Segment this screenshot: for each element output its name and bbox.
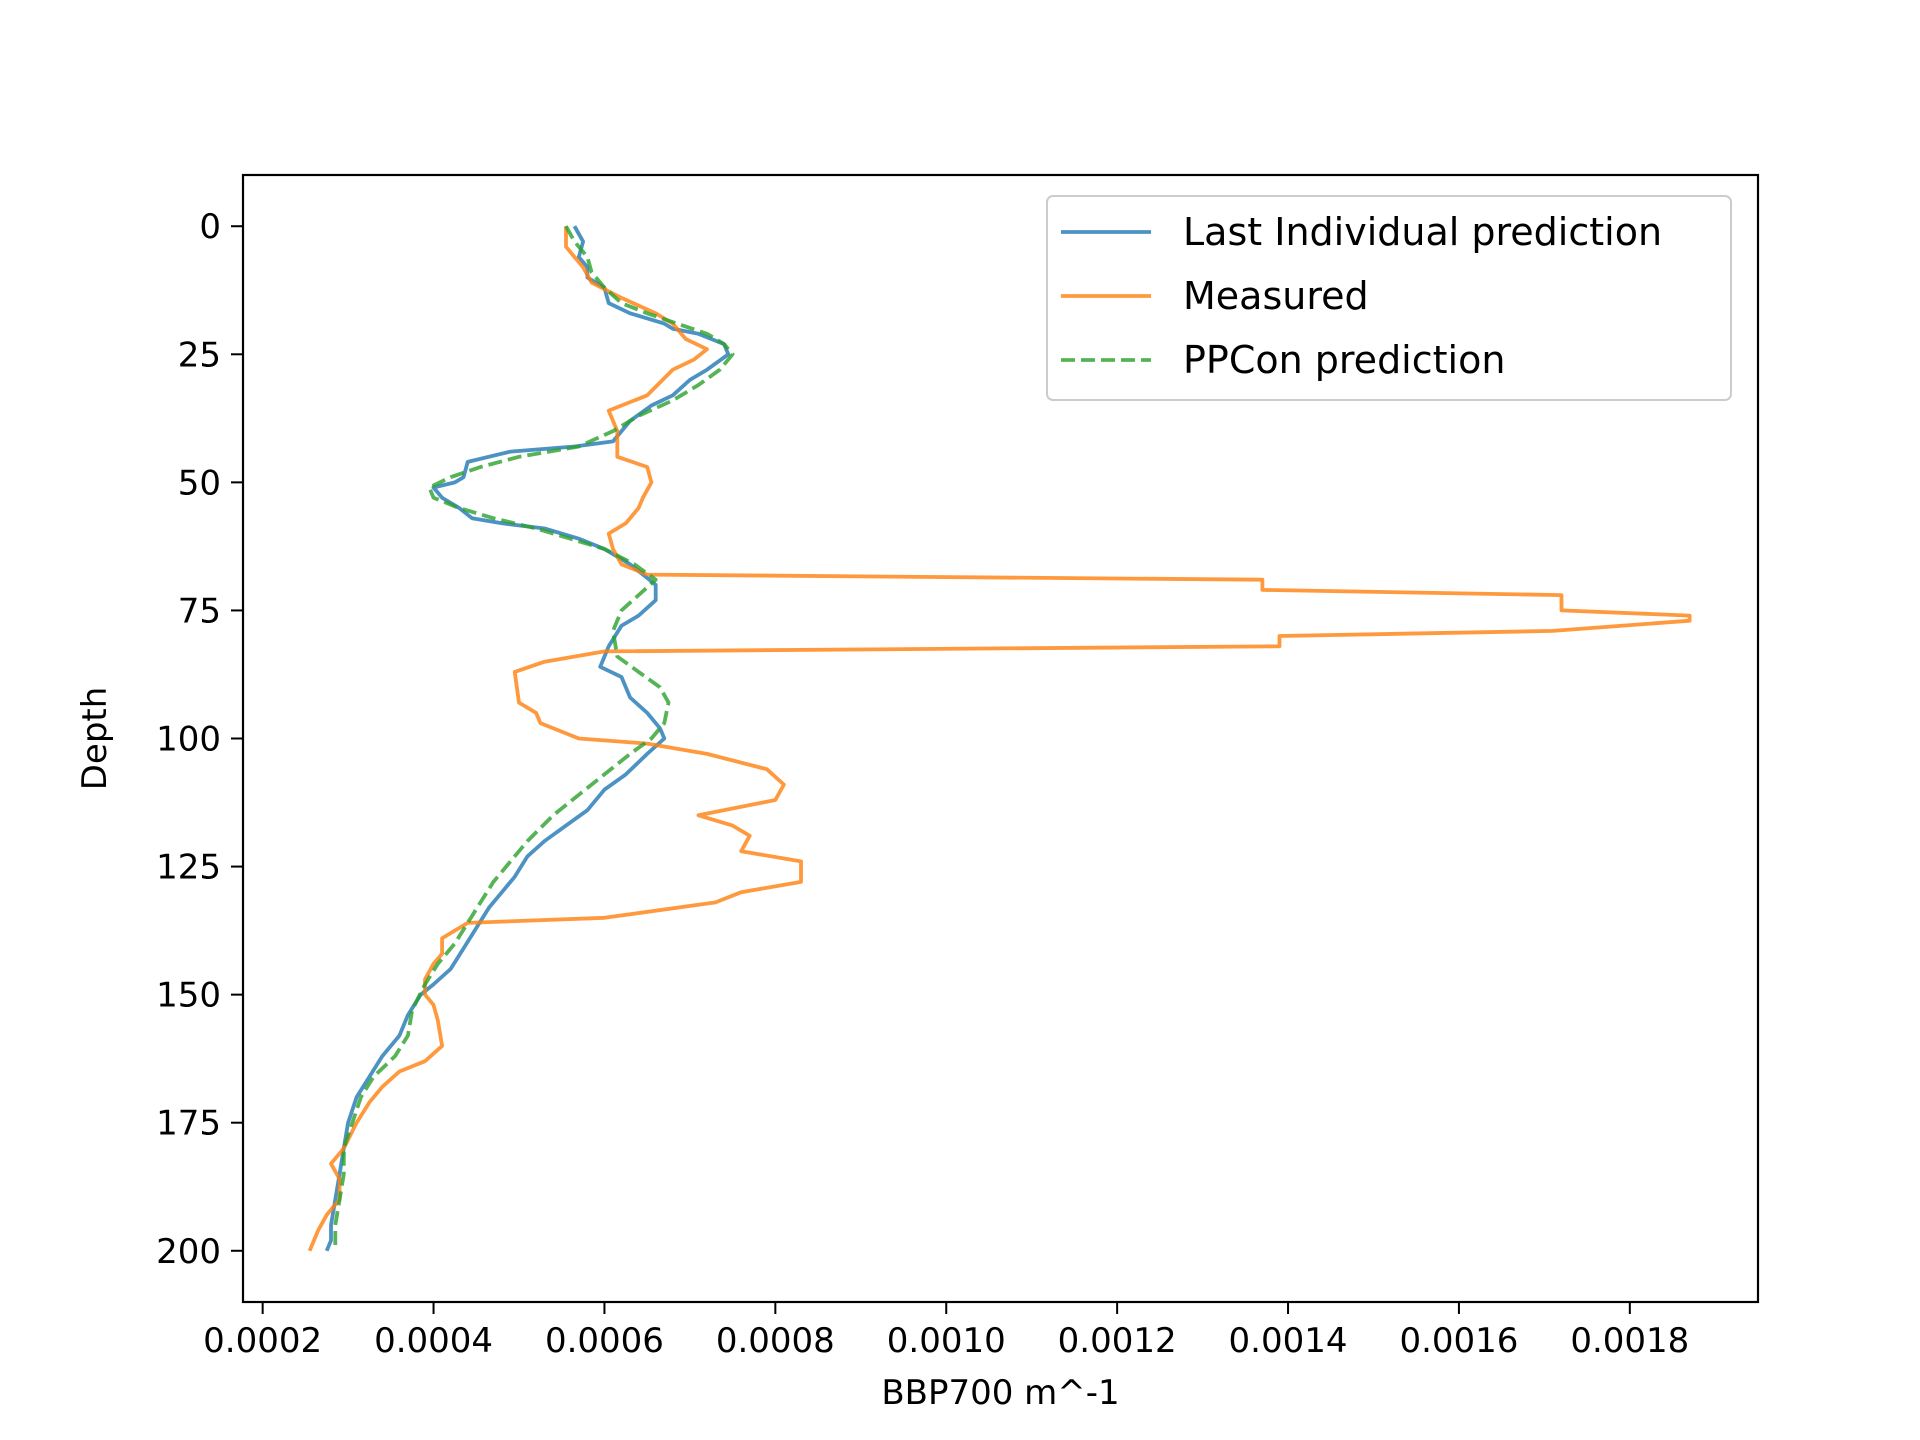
y-tick-label: 50 (178, 463, 221, 503)
x-tick-label: 0.0010 (887, 1321, 1006, 1361)
y-tick-label: 0 (199, 207, 221, 247)
y-tick-label: 25 (178, 335, 221, 375)
y-tick-label: 125 (156, 848, 221, 888)
y-axis-label: Depth (75, 687, 115, 791)
x-tick-label: 0.0006 (545, 1321, 664, 1361)
series-layer (307, 225, 1692, 1252)
y-tick-label: 150 (156, 976, 221, 1016)
y-tick-label: 75 (178, 591, 221, 631)
legend-label: PPCon prediction (1183, 338, 1505, 382)
y-tick-label: 175 (156, 1104, 221, 1144)
x-tick-label: 0.0018 (1570, 1321, 1689, 1361)
y-tick-label: 200 (156, 1232, 221, 1272)
series-line-2 (307, 226, 1692, 1252)
x-tick-label: 0.0008 (716, 1321, 835, 1361)
legend: Last Individual prediction Measured PPCon … (1046, 195, 1732, 401)
x-axis-label: BBP700 m^-1 (881, 1373, 1119, 1413)
legend-box (1046, 195, 1732, 401)
series-line-3 (333, 225, 735, 1251)
y-axis: 0 25 50 75 100 125 150 175 200 (156, 207, 243, 1272)
x-tick-label: 0.0012 (1058, 1321, 1177, 1361)
legend-label: Measured (1183, 274, 1369, 318)
x-tick-label: 0.0004 (374, 1321, 493, 1361)
y-tick-label: 100 (156, 720, 221, 760)
x-axis: 0.0002 0.0004 0.0006 0.0008 0.0010 0.0012 0.00… (203, 1302, 1689, 1361)
legend-label: Last Individual prediction (1183, 210, 1662, 254)
x-tick-label: 0.0016 (1399, 1321, 1518, 1361)
x-tick-label: 0.0002 (203, 1321, 322, 1361)
x-tick-label: 0.0014 (1229, 1321, 1348, 1361)
